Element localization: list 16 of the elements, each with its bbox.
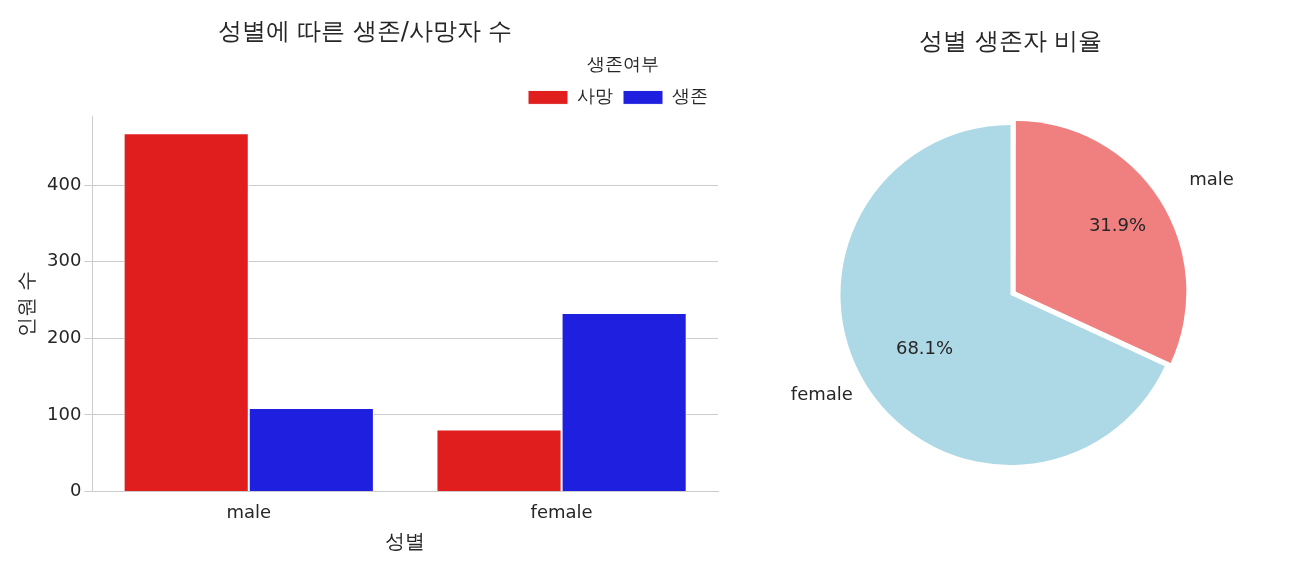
slice-label: female: [790, 383, 853, 405]
y-tick-label: 300: [47, 249, 82, 271]
slice-label: male: [1189, 168, 1234, 190]
x-axis-title: 성별: [385, 529, 426, 554]
data-label: 68.1%: [895, 337, 954, 359]
legend-title: 생존여부: [587, 53, 659, 75]
y-tick-label: 100: [47, 402, 82, 424]
data-label: 31.9%: [1088, 214, 1147, 236]
y-tick-label: 400: [47, 172, 82, 194]
y-tick-label: 200: [47, 326, 82, 348]
y-tick-label: 0: [69, 479, 82, 501]
chart-title: 성별에 따른 생존/사망자 수: [217, 16, 513, 45]
legend-label: 사망: [577, 85, 613, 107]
chart-title: 성별 생존자 비율: [918, 26, 1103, 55]
legend-label: 생존: [672, 85, 708, 107]
y-axis-title: 인원 수: [14, 270, 39, 338]
